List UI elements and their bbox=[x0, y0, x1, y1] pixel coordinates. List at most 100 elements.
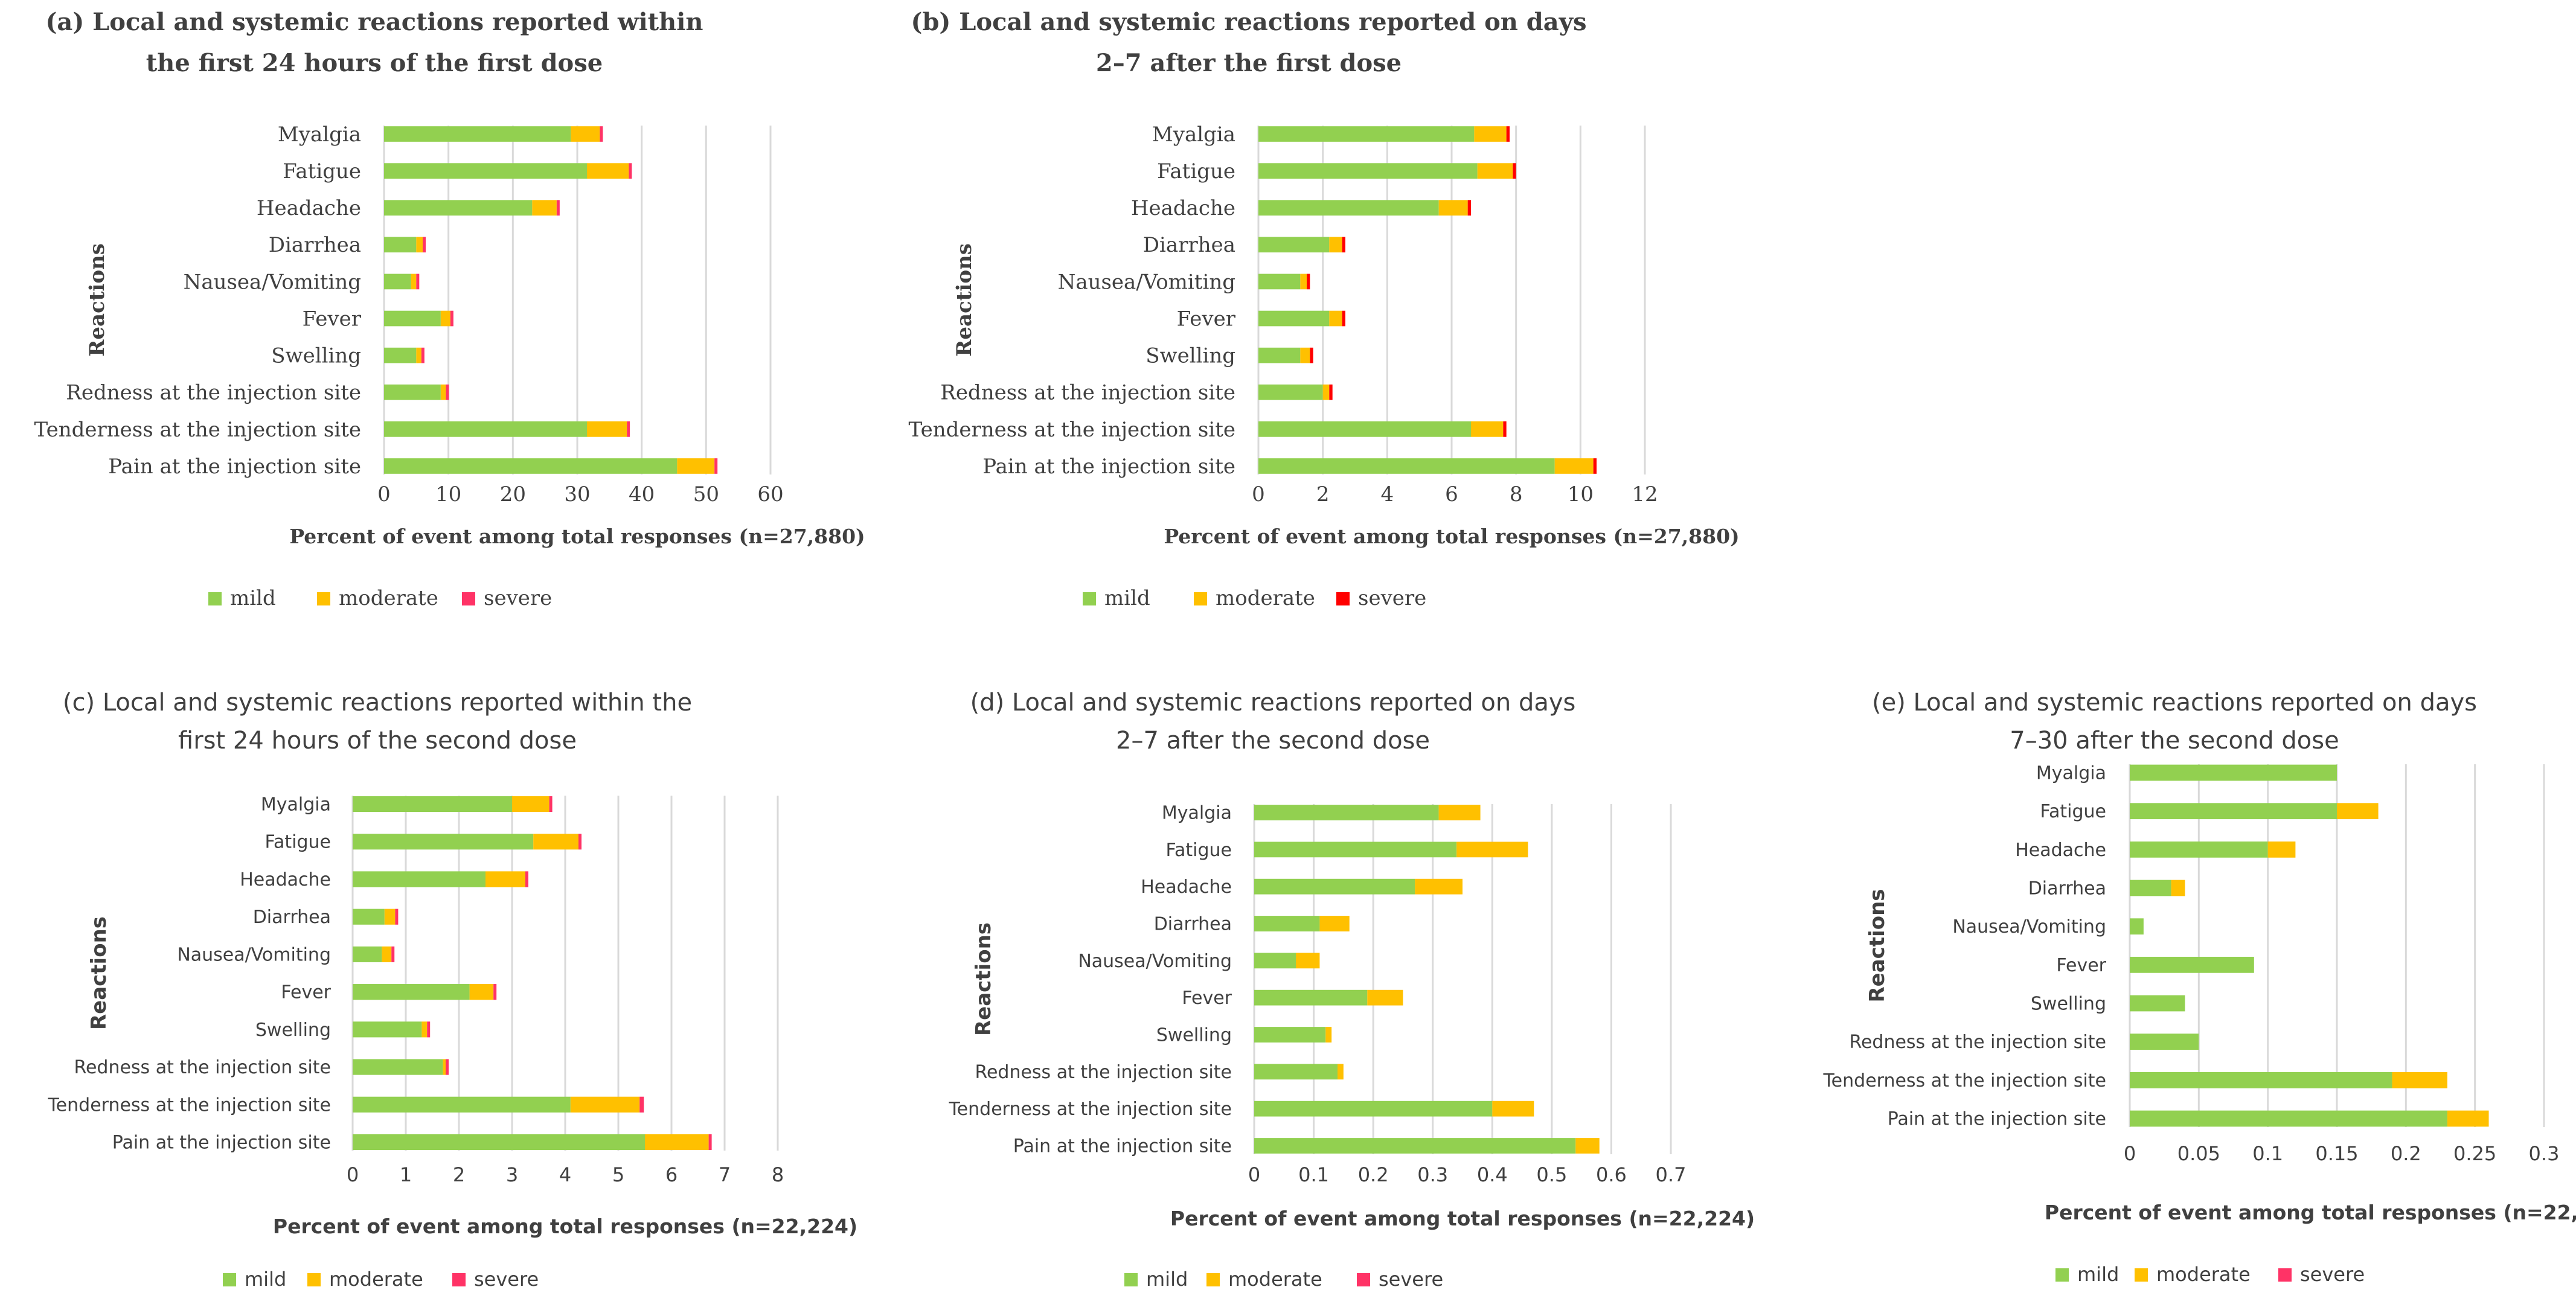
chart-a: (a) Local and systemic reactions reporte… bbox=[34, 8, 865, 610]
chart-e-category-label: Redness at the injection site bbox=[1849, 1032, 2106, 1053]
chart-e-title-line: (e) Local and systemic reactions reporte… bbox=[1872, 689, 2477, 717]
chart-b-xtick-label: 2 bbox=[1316, 482, 1330, 506]
chart-a-xtick-label: 10 bbox=[435, 482, 461, 506]
chart-b-category-label: Swelling bbox=[1145, 344, 1235, 368]
chart-a-xtick-label: 50 bbox=[693, 482, 719, 506]
chart-d-bar-moderate bbox=[1575, 1138, 1600, 1154]
chart-c-legend-label-mild: mild bbox=[245, 1268, 286, 1291]
chart-e-bar-moderate bbox=[2392, 1072, 2447, 1088]
chart-b-bar-moderate bbox=[1554, 458, 1594, 474]
chart-a-category-label: Swelling bbox=[271, 344, 361, 368]
chart-d-xtick-label: 0.4 bbox=[1477, 1163, 1508, 1186]
chart-c-bar-mild bbox=[353, 909, 385, 925]
chart-d: (d) Local and systemic reactions reporte… bbox=[948, 689, 1755, 1291]
chart-a-legend-swatch-severe bbox=[462, 592, 475, 605]
chart-b-bar-moderate bbox=[1300, 347, 1310, 363]
chart-a-category-label: Diarrhea bbox=[269, 233, 361, 257]
chart-d-legend-swatch-moderate bbox=[1206, 1273, 1220, 1286]
chart-a-bar-mild bbox=[384, 126, 571, 142]
chart-d-bar-mild bbox=[1254, 916, 1320, 931]
chart-a-bar-severe bbox=[423, 237, 426, 253]
chart-b-category-label: Tenderness at the injection site bbox=[909, 418, 1235, 442]
chart-d-bar-mild bbox=[1254, 805, 1439, 820]
chart-a-legend-label-moderate: moderate bbox=[339, 586, 438, 610]
chart-a-bar-moderate bbox=[532, 200, 557, 216]
chart-c-bar-moderate bbox=[382, 946, 392, 962]
chart-c-bar-moderate bbox=[469, 984, 494, 1000]
chart-a-title-line: the first 24 hours of the first dose bbox=[146, 49, 603, 77]
chart-b-bar-mild bbox=[1258, 237, 1330, 253]
chart-e-ylabel: Reactions bbox=[1865, 889, 1889, 1002]
chart-a-xtick-label: 20 bbox=[500, 482, 526, 506]
chart-c-title-line: first 24 hours of the second dose bbox=[178, 727, 577, 755]
chart-b-xtick-label: 10 bbox=[1568, 482, 1594, 506]
chart-d-bar-moderate bbox=[1438, 805, 1481, 820]
chart-b-ylabel: Reactions bbox=[952, 243, 976, 357]
chart-b-bar-mild bbox=[1258, 421, 1471, 437]
chart-c-xtick-label: 6 bbox=[665, 1163, 678, 1186]
chart-c-bar-severe bbox=[708, 1134, 712, 1151]
chart-b-legend-swatch-moderate bbox=[1194, 592, 1207, 605]
chart-c-legend-label-moderate: moderate bbox=[329, 1268, 423, 1291]
chart-c-bar-mild bbox=[353, 984, 470, 1000]
chart-d-category-label: Fatigue bbox=[1166, 840, 1232, 861]
chart-d-title-line: 2–7 after the second dose bbox=[1116, 727, 1430, 755]
chart-e-xlabel: Percent of event among total responses (… bbox=[2045, 1201, 2576, 1224]
chart-d-legend-swatch-severe bbox=[1357, 1273, 1370, 1286]
chart-c-bar-severe bbox=[391, 946, 395, 962]
chart-c-category-label: Myalgia bbox=[261, 794, 331, 816]
chart-e-xtick-label: 0.15 bbox=[2315, 1142, 2358, 1165]
chart-b-bar-moderate bbox=[1329, 310, 1342, 327]
chart-a-xtick-label: 30 bbox=[564, 482, 590, 506]
chart-b-category-label: Redness at the injection site bbox=[940, 381, 1235, 405]
chart-c-bar-severe bbox=[395, 909, 399, 925]
chart-d-xtick-label: 0 bbox=[1248, 1163, 1260, 1186]
chart-a-bar-mild bbox=[384, 163, 587, 179]
chart-e-bar-moderate bbox=[2171, 880, 2185, 896]
chart-b-category-label: Fatigue bbox=[1157, 159, 1235, 184]
chart-c-xtick-label: 8 bbox=[772, 1163, 784, 1186]
chart-c-title-line: (c) Local and systemic reactions reporte… bbox=[63, 689, 692, 717]
chart-d-legend-label-moderate: moderate bbox=[1228, 1268, 1322, 1291]
chart-d-xtick-label: 0.7 bbox=[1656, 1163, 1687, 1186]
chart-c-legend-swatch-moderate bbox=[307, 1273, 321, 1286]
chart-a-bar-mild bbox=[384, 237, 417, 253]
chart-d-bar-mild bbox=[1254, 1064, 1338, 1080]
chart-c-bar-mild bbox=[353, 796, 512, 813]
chart-e-xtick-label: 0.25 bbox=[2453, 1142, 2496, 1165]
chart-d-bar-moderate bbox=[1367, 989, 1403, 1006]
chart-c-ylabel: Reactions bbox=[87, 916, 111, 1030]
chart-c-bar-severe bbox=[427, 1021, 431, 1038]
chart-c-bar-mild bbox=[353, 946, 382, 962]
chart-b-bar-severe bbox=[1342, 237, 1345, 253]
chart-c-bar-mild bbox=[353, 1096, 571, 1113]
chart-d-category-label: Redness at the injection site bbox=[975, 1062, 1232, 1083]
chart-b-xlabel: Percent of event among total responses (… bbox=[1164, 525, 1739, 548]
chart-b-bar-moderate bbox=[1474, 126, 1507, 142]
chart-b-title-line: (b) Local and systemic reactions reporte… bbox=[911, 8, 1587, 36]
chart-e-bar-mild bbox=[2130, 956, 2254, 973]
chart-d-bar-moderate bbox=[1296, 953, 1320, 969]
chart-a-category-label: Myalgia bbox=[278, 123, 361, 147]
chart-b-bar-severe bbox=[1310, 347, 1313, 363]
chart-d-legend-label-mild: mild bbox=[1146, 1268, 1188, 1291]
chart-a-category-label: Tenderness at the injection site bbox=[34, 418, 361, 442]
chart-c-category-label: Nausea/Vomiting bbox=[177, 944, 331, 965]
chart-d-category-label: Nausea/Vomiting bbox=[1078, 951, 1232, 972]
chart-c-xtick-label: 1 bbox=[400, 1163, 412, 1186]
chart-e-xtick-label: 0.1 bbox=[2252, 1142, 2283, 1165]
chart-a-bar-mild bbox=[384, 310, 441, 327]
chart-b: (b) Local and systemic reactions reporte… bbox=[909, 8, 1740, 610]
chart-e-bar-mild bbox=[2130, 1033, 2199, 1050]
chart-e-bar-moderate bbox=[2267, 841, 2296, 858]
chart-c-bar-severe bbox=[493, 984, 497, 1000]
chart-d-bar-mild bbox=[1254, 989, 1368, 1006]
chart-e-category-label: Tenderness at the injection site bbox=[1822, 1070, 2106, 1091]
chart-b-xtick-label: 12 bbox=[1632, 482, 1658, 506]
chart-d-bar-mild bbox=[1254, 842, 1457, 858]
chart-e-legend-label-mild: mild bbox=[2077, 1263, 2119, 1286]
chart-a-bar-moderate bbox=[411, 273, 417, 290]
chart-e-title-line: 7–30 after the second dose bbox=[2010, 727, 2339, 755]
chart-c-bar-severe bbox=[639, 1096, 644, 1113]
chart-d-bar-mild bbox=[1254, 1027, 1326, 1043]
